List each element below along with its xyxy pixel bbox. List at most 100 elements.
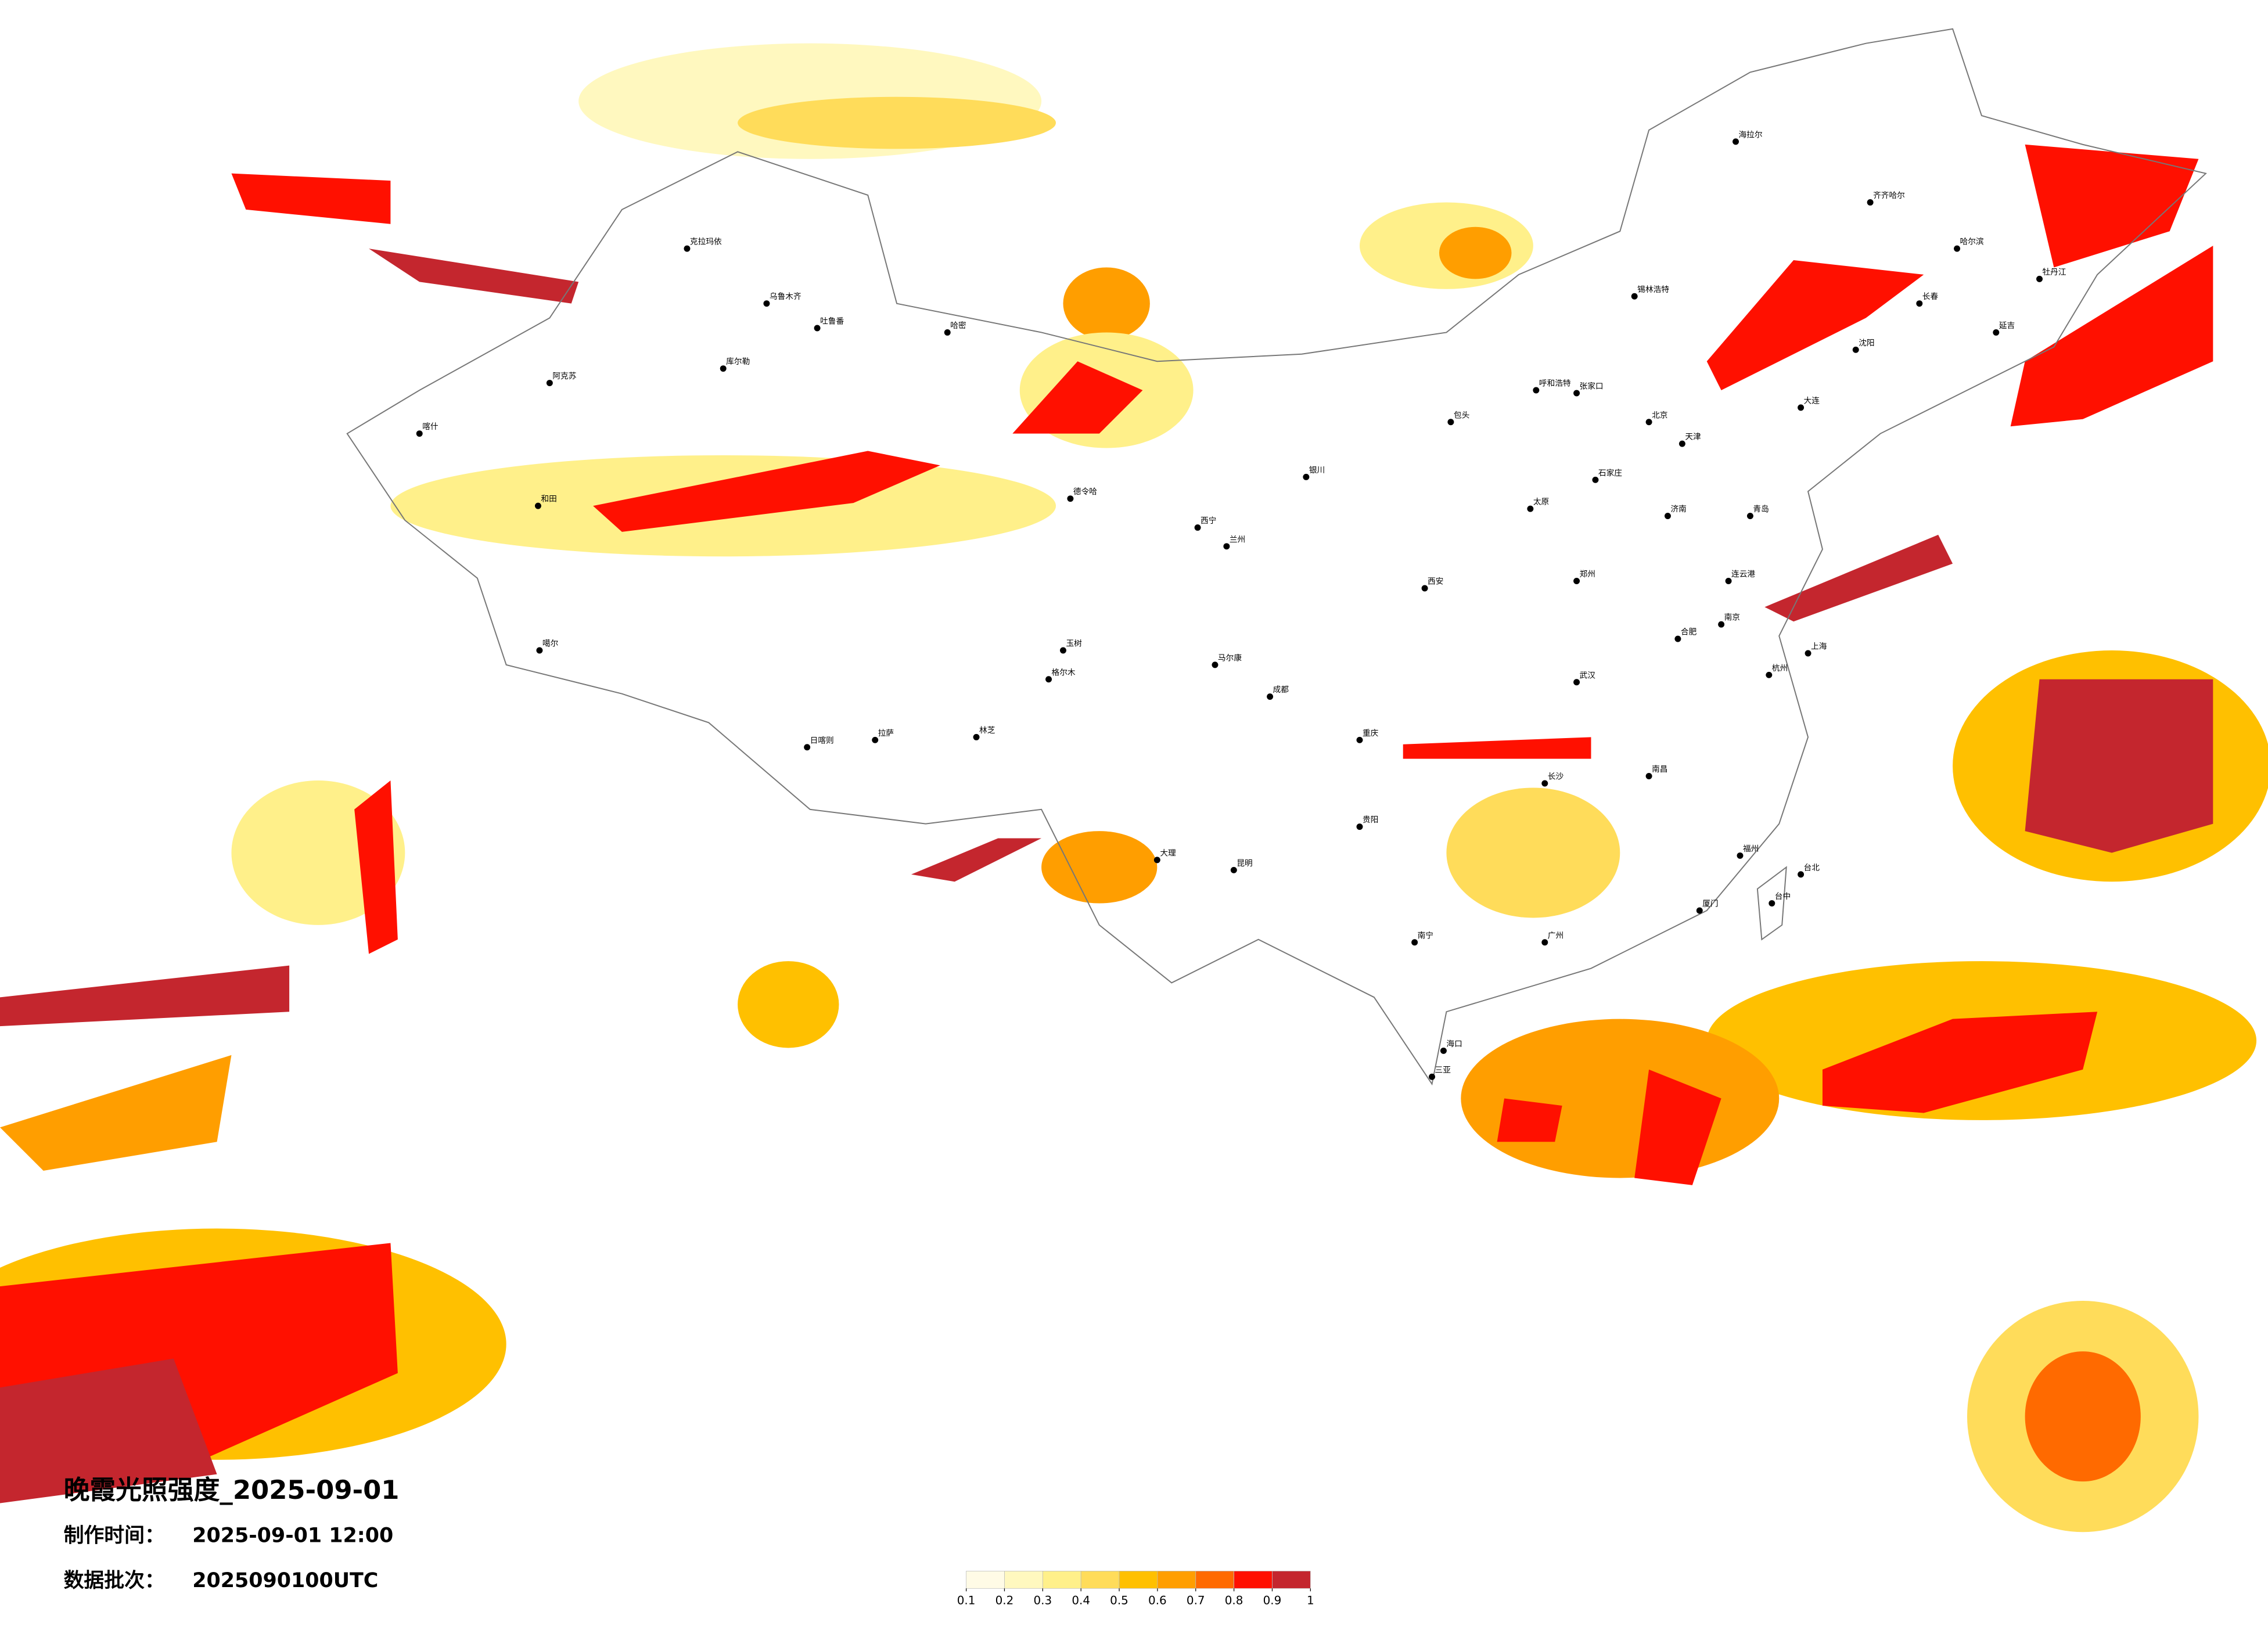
- city-dot: [1411, 939, 1418, 946]
- city-label: 海拉尔: [1739, 130, 1763, 139]
- city-dot: [872, 736, 879, 743]
- heat-area: [738, 96, 1056, 149]
- city-label: 兰州: [1230, 535, 1245, 544]
- city-dot: [1674, 635, 1681, 642]
- title: 晚霞光照强度_2025-09-01: [64, 1474, 400, 1505]
- city-dot: [1541, 780, 1548, 787]
- colorbar-tick-label: 0.9: [1263, 1594, 1282, 1607]
- country-border: [346, 28, 2207, 1086]
- city-label: 包头: [1454, 411, 1469, 420]
- city-dot: [2036, 275, 2043, 282]
- city-label: 长春: [1922, 292, 1939, 301]
- city-label: 沈阳: [1859, 339, 1874, 348]
- city-label: 牡丹江: [2042, 268, 2066, 277]
- city-label: 呼和浩特: [1539, 379, 1571, 388]
- heat-area: [1446, 787, 1620, 918]
- city-label: 吐鲁番: [820, 317, 844, 326]
- city-dot: [1746, 513, 1753, 520]
- city-label: 南京: [1724, 613, 1740, 623]
- heat-area: [738, 961, 839, 1048]
- city-dot: [546, 380, 553, 387]
- made-time: 2025-09-01 12:00: [192, 1524, 393, 1548]
- city-dot: [1645, 773, 1652, 780]
- city-label: 太原: [1533, 498, 1549, 507]
- city-dot: [1718, 621, 1725, 628]
- city-label: 三亚: [1435, 1066, 1451, 1075]
- city-dot: [1631, 293, 1638, 300]
- city-label: 西宁: [1201, 516, 1216, 526]
- heat-area: [593, 451, 940, 532]
- city-label: 海口: [1446, 1039, 1462, 1049]
- city-label: 齐齐哈尔: [1873, 191, 1905, 200]
- city-dot: [1045, 676, 1052, 683]
- city-dot: [1769, 900, 1775, 907]
- city-label: 克拉玛依: [690, 238, 722, 247]
- city-dot: [1303, 473, 1310, 480]
- city-dot: [1421, 585, 1428, 592]
- colorbar-tick-label: 0.7: [1187, 1594, 1205, 1607]
- heat-area: [1403, 737, 1591, 759]
- heat-layer: [0, 43, 2268, 1533]
- city-dot: [1541, 939, 1548, 946]
- colorbar-tick-label: 0.4: [1072, 1594, 1090, 1607]
- heat-area: [2025, 144, 2199, 268]
- city-dot: [814, 325, 821, 332]
- city-dot: [1447, 419, 1454, 426]
- city-dot: [1916, 300, 1923, 307]
- city-label: 西安: [1428, 577, 1443, 587]
- city-dot: [1067, 495, 1074, 502]
- city-dot: [1993, 329, 2000, 336]
- heat-area: [1439, 226, 1512, 279]
- colorbar-swatch: [1157, 1571, 1196, 1589]
- heat-area: [1461, 1019, 1780, 1178]
- city-label: 大理: [1160, 848, 1176, 858]
- city-dot: [1533, 387, 1540, 394]
- city-dot: [1230, 866, 1237, 873]
- island-border: [1756, 866, 1787, 941]
- made-time-label: 制作时间：: [64, 1524, 165, 1548]
- city-label: 上海: [1811, 642, 1827, 652]
- city-label: 济南: [1670, 505, 1686, 514]
- heat-area: [1041, 831, 1158, 904]
- heat-area: [1063, 267, 1150, 340]
- city-label: 乌鲁木齐: [770, 292, 801, 301]
- city-label: 天津: [1685, 433, 1701, 442]
- heat-area: [0, 1358, 217, 1503]
- heat-area: [911, 838, 1042, 882]
- city-label: 和田: [541, 495, 556, 504]
- city-label: 日喀则: [810, 736, 834, 745]
- city-label: 广州: [1548, 931, 1563, 940]
- colorbar-swatch: [1042, 1571, 1081, 1589]
- city-dot: [1737, 852, 1744, 859]
- colorbar-swatch: [966, 1571, 1005, 1589]
- city-label: 锡林浩特: [1637, 285, 1669, 294]
- city-dot: [1356, 823, 1363, 830]
- city-dot: [1954, 245, 1961, 252]
- city-label: 阿克苏: [552, 372, 576, 381]
- city-label: 杭州: [1772, 664, 1788, 673]
- colorbar-swatch: [1080, 1571, 1120, 1589]
- city-dot: [1592, 476, 1599, 483]
- city-dot: [763, 300, 770, 307]
- city-label: 哈密: [950, 321, 966, 330]
- city-label: 武汉: [1580, 671, 1596, 680]
- city-label: 噶尔: [542, 639, 559, 649]
- city-label: 德令哈: [1073, 487, 1097, 497]
- city-label: 厦门: [1702, 900, 1718, 909]
- colorbar-swatch: [1234, 1571, 1273, 1589]
- city-dot: [1573, 578, 1580, 585]
- heat-area: [1634, 1069, 1721, 1185]
- city-dot: [416, 430, 423, 437]
- colorbar-swatch: [1119, 1571, 1158, 1589]
- city-label: 台北: [1804, 863, 1820, 872]
- city-dot: [1733, 138, 1739, 145]
- heat-area: [0, 965, 290, 1027]
- city-label: 玉树: [1066, 639, 1082, 649]
- city-dot: [1153, 857, 1160, 864]
- city-label: 郑州: [1580, 570, 1595, 579]
- heat-area: [1012, 361, 1143, 434]
- city-dot: [1852, 346, 1859, 353]
